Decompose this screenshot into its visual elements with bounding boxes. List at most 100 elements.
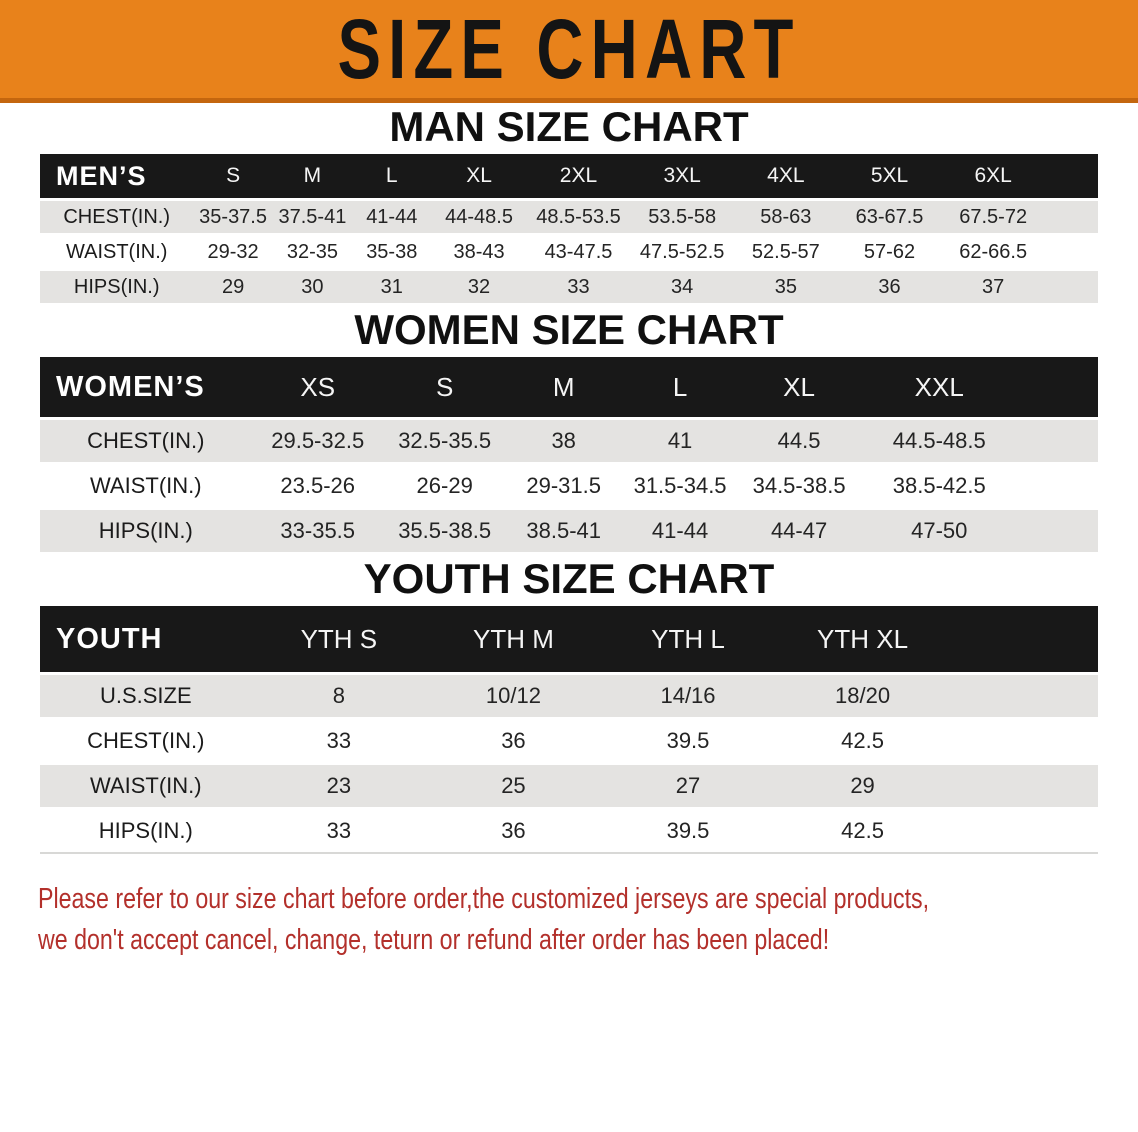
size-value-cell: 36 <box>501 728 526 753</box>
size-value-cell: 37 <box>982 275 1005 298</box>
size-column-header: L <box>672 371 688 402</box>
size-column-header: S <box>436 371 454 402</box>
size-value-cell: 33-35.5 <box>280 518 356 543</box>
size-value-cell: 44-48.5 <box>445 205 513 228</box>
men-size-table: MEN’S S M L XL 2XL 3XL 4XL 5XL 6XL CHEST(IN.) 35-37… <box>40 151 1098 306</box>
size-value-cell: 42.5 <box>841 728 884 753</box>
size-value-cell: 38-43 <box>453 240 505 263</box>
row-label: WAIST(IN.) <box>89 773 202 798</box>
size-column-header: 6XL <box>974 164 1012 187</box>
size-value-cell: 35.5-38.5 <box>398 518 492 543</box>
table-header-row: YOUTH YTH S YTH M YTH L YTH XL <box>40 606 1098 672</box>
size-value-cell: 29-32 <box>207 240 259 263</box>
table-corner-label: WOMEN’S <box>56 370 205 403</box>
spacer-cell <box>950 606 1098 672</box>
size-value-cell: 27 <box>675 773 701 798</box>
size-value-cell: 35-37.5 <box>199 205 267 228</box>
size-value-cell: 8 <box>332 683 345 708</box>
size-value-cell: 47.5-52.5 <box>639 240 725 263</box>
spacer-cell <box>950 720 1098 762</box>
size-value-cell: 41 <box>667 428 693 453</box>
disclaimer-line: Please refer to our size chart before or… <box>38 881 1100 922</box>
table-corner-label: MEN’S <box>56 160 147 191</box>
youth-section: YOUTH SIZE CHART YOUTH YTH S YTH M YTH L YTH… <box>0 555 1138 857</box>
size-value-cell: 35 <box>774 275 797 298</box>
size-column-header: L <box>385 164 398 187</box>
size-value-cell: 32 <box>467 275 491 298</box>
size-value-cell: 33 <box>251 810 427 854</box>
size-value-cell: 47-50 <box>911 518 968 543</box>
row-label: HIPS(IN.) <box>98 518 193 543</box>
youth-section-title: YOUTH SIZE CHART <box>363 555 775 602</box>
youth-size-table: YOUTH YTH S YTH M YTH L YTH XL U.S.SIZE 8 10/12… <box>40 603 1098 857</box>
row-label: HIPS(IN.) <box>73 275 160 298</box>
table-header-row: MEN’S S M L XL 2XL 3XL 4XL 5XL 6XL <box>40 154 1098 198</box>
spacer-cell <box>949 810 1098 854</box>
size-column-header: YTH M <box>472 623 554 654</box>
size-value-cell: 53.5-58 <box>648 205 717 228</box>
spacer-cell <box>1045 154 1098 198</box>
size-value-cell: 43-47.5 <box>544 240 613 263</box>
row-label: CHEST(IN.) <box>87 428 205 453</box>
size-column-header: XS <box>300 371 336 402</box>
size-value-cell: 29 <box>850 773 875 798</box>
row-label: U.S.SIZE <box>99 683 192 708</box>
size-value-cell: 29.5-32.5 <box>271 428 365 453</box>
size-column-header: XXL <box>914 371 964 402</box>
measurement-row: WAIST(IN.) 23.5-26 26-29 29-31.5 31.5-34.5 34… <box>40 465 1098 507</box>
spacer-cell <box>1019 510 1098 552</box>
size-value-cell: 23.5-26 <box>280 473 356 498</box>
banner-title: SIZE CHART <box>337 1 801 97</box>
size-value-cell: 32.5-35.5 <box>398 428 492 453</box>
size-value-cell: 31.5-34.5 <box>633 473 727 498</box>
disclaimer-text-2: we don't accept cancel, change, teturn o… <box>38 924 830 956</box>
spacer-cell <box>1045 201 1098 233</box>
women-section-title: WOMEN SIZE CHART <box>354 306 784 353</box>
size-value-cell: 62-66.5 <box>959 240 1028 263</box>
size-value-cell: 30 <box>301 275 324 298</box>
size-value-cell: 44-47 <box>770 518 828 543</box>
size-value-cell: 34 <box>671 275 694 298</box>
size-value-cell: 48.5-53.5 <box>536 205 621 228</box>
size-value-cell: 57-62 <box>863 240 916 263</box>
size-column-header: 3XL <box>663 164 701 187</box>
row-label: HIPS(IN.) <box>40 810 252 854</box>
row-label: WAIST(IN.) <box>89 473 202 498</box>
disclaimer-line: we don't accept cancel, change, teturn o… <box>38 922 1100 963</box>
size-column-header: M <box>303 164 322 187</box>
size-value-cell: 58-63 <box>760 205 812 228</box>
disclaimer-text-1: Please refer to our size chart before or… <box>38 883 930 915</box>
size-value-cell: 36 <box>426 810 601 854</box>
size-value-cell: 42.5 <box>775 810 950 854</box>
size-value-cell: 63-67.5 <box>855 205 924 228</box>
table-corner-label: YOUTH <box>56 622 163 655</box>
size-value-cell: 10/12 <box>485 683 541 708</box>
size-value-cell: 38 <box>551 428 576 453</box>
measurement-row: U.S.SIZE 8 10/12 14/16 18/20 <box>40 675 1098 717</box>
size-value-cell: 38.5-41 <box>526 518 601 543</box>
size-value-cell: 41-44 <box>651 518 709 543</box>
size-value-cell: 34.5-38.5 <box>752 473 846 498</box>
size-column-header: XL <box>466 164 492 187</box>
size-column-header: 2XL <box>559 164 598 187</box>
measurement-row: CHEST(IN.) 35-37.5 37.5-41 41-44 44-48.5 48.5… <box>40 201 1098 233</box>
row-label: WAIST(IN.) <box>65 240 168 263</box>
spacer-cell <box>950 675 1098 717</box>
disclaimer: Please refer to our size chart before or… <box>0 881 1138 963</box>
measurement-row: HIPS(IN.) 33 36 39.5 42.5 <box>40 810 1098 854</box>
size-value-cell: 29-31.5 <box>526 473 601 498</box>
size-column-header: 4XL <box>767 164 805 187</box>
spacer-cell <box>1019 420 1098 462</box>
women-size-table: WOMEN’S XS S M L XL XXL CHEST(IN.) 29.5-32.5 32.5… <box>40 354 1098 555</box>
size-value-cell: 14/16 <box>660 683 716 708</box>
spacer-cell <box>1019 465 1098 507</box>
size-value-cell: 37.5-41 <box>278 205 347 228</box>
spacer-cell <box>950 765 1098 807</box>
size-value-cell: 32-35 <box>286 240 338 263</box>
size-value-cell: 26-29 <box>416 473 473 498</box>
men-section: MAN SIZE CHART MEN’S S M L XL 2XL 3XL 4XL 5XL 6XL… <box>0 103 1138 306</box>
table-header-row: WOMEN’S XS S M L XL XXL <box>40 357 1098 417</box>
size-value-cell: 18/20 <box>835 683 891 708</box>
size-value-cell: 33 <box>567 275 590 298</box>
measurement-row: CHEST(IN.) 29.5-32.5 32.5-35.5 38 41 44.5 44.5… <box>40 420 1098 462</box>
